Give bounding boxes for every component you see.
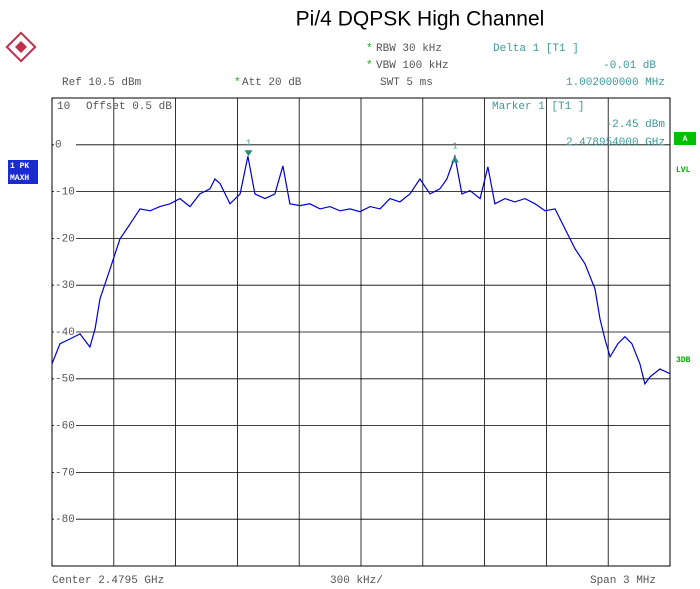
delta-label: 1: [452, 142, 457, 152]
tick-label-bg: [54, 372, 76, 385]
trace-label: MAXH: [10, 174, 29, 183]
y-tick-label: -20: [55, 233, 75, 245]
span-per-div: 300 kHz/: [330, 575, 383, 587]
rbw: RBW 30 kHz: [376, 43, 442, 55]
y-tick-label: -80: [55, 514, 75, 526]
span: Span 3 MHz: [590, 575, 656, 587]
chart-title: Pi/4 DQPSK High Channel: [296, 8, 545, 31]
y-tick-label: -40: [55, 327, 75, 339]
tick-label-bg: [54, 138, 76, 151]
y-tick-label: -30: [55, 280, 75, 292]
delta-marker: [450, 156, 459, 163]
tick-label-bg: [54, 466, 76, 479]
marker-title: Marker 1 [T1 ]: [492, 101, 584, 113]
tick-label-bg: [54, 185, 76, 198]
tick-label-bg: [54, 279, 76, 292]
grid: [52, 98, 670, 566]
side-label: 3DB: [676, 356, 691, 365]
marker-freq: 2.478954000 GHz: [566, 137, 665, 149]
side-label: A: [683, 135, 688, 144]
vbw: VBW 100 kHz: [376, 60, 449, 72]
marker-label: 1: [246, 139, 251, 149]
tick-label-bg: [54, 232, 76, 245]
rs-logo: [5, 31, 37, 63]
y-tick-label: -50: [55, 374, 75, 386]
ref-level: Ref 10.5 dBm: [62, 77, 142, 89]
center-freq: Center 2.4795 GHz: [52, 575, 164, 587]
y-tick-label: -60: [55, 421, 75, 433]
flag: *: [366, 43, 373, 55]
offset: Offset 0.5 dB: [86, 101, 172, 113]
sweep-time: SWT 5 ms: [380, 77, 433, 89]
y-top-label: 10: [57, 101, 70, 113]
trace-label: 1 PK: [10, 162, 29, 171]
tick-label-bg: [54, 513, 76, 526]
delta-title: Delta 1 [T1 ]: [493, 43, 579, 55]
y-tick-label: -10: [55, 187, 75, 199]
flag: *: [366, 60, 373, 72]
tick-label-bg: [54, 326, 76, 338]
marker-level: -2.45 dBm: [606, 119, 666, 131]
flag: *: [234, 77, 241, 89]
marker: [244, 150, 253, 157]
tick-label-bg: [54, 419, 76, 432]
delta-level: -0.01 dB: [603, 60, 656, 72]
side-label: LVL: [676, 166, 691, 175]
attenuation: Att 20 dB: [242, 77, 302, 89]
y-tick-label: -70: [55, 467, 75, 479]
y-tick-label: 0: [55, 140, 62, 152]
a-box: [674, 132, 696, 145]
trace: [51, 153, 671, 386]
trace-mode: 1 PK MAXH: [8, 160, 38, 184]
delta-freq: 1.002000000 MHz: [566, 77, 665, 89]
